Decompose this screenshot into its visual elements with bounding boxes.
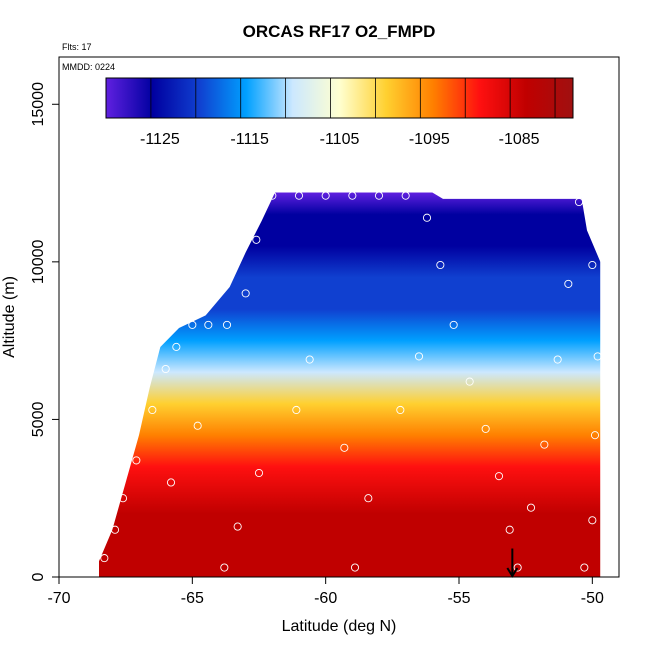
sample-point	[348, 191, 357, 200]
colorbar-tick-label: -1085	[499, 131, 540, 148]
colorbar-tick-labels: -1125 -1115 -1105 -1095 -1085	[140, 131, 540, 148]
sample-point	[148, 405, 157, 415]
date-annotation: MMDD: 0224	[62, 62, 115, 72]
y-axis-label: Altitude (m)	[1, 276, 18, 358]
sample-point	[401, 191, 410, 200]
colorbar-tick-label: -1095	[409, 131, 450, 148]
sample-point	[252, 235, 261, 244]
sample-point	[374, 191, 384, 200]
sample-point	[540, 440, 549, 449]
sample-point	[494, 472, 504, 481]
sample-point	[350, 563, 360, 572]
sample-point	[233, 522, 242, 531]
sample-point	[465, 377, 474, 386]
x-tick-label: -55	[447, 590, 470, 607]
sample-point	[292, 405, 301, 415]
sample-point	[241, 289, 250, 298]
sample-point	[505, 525, 514, 534]
x-tick-label: -50	[581, 590, 604, 607]
flights-annotation: Flts: 17	[62, 42, 92, 52]
sample-point	[166, 478, 176, 487]
colorbar-tick-label: -1115	[230, 131, 269, 148]
sample-point	[513, 563, 522, 572]
sample-point	[526, 503, 536, 512]
sample-point	[172, 342, 181, 351]
sample-point	[118, 494, 128, 503]
x-tick-label: -65	[181, 590, 204, 607]
y-tick-label: 5000	[30, 402, 47, 438]
y-tick-label: 10000	[30, 240, 47, 285]
sample-point	[220, 563, 229, 572]
sample-point	[188, 320, 197, 329]
plot-frame	[58, 56, 620, 578]
sample-point	[588, 260, 597, 270]
sample-point	[193, 421, 202, 430]
colorbar-tick-label: -1105	[320, 131, 360, 148]
sample-point	[222, 320, 232, 329]
x-axis-label: Latitude (deg N)	[282, 618, 397, 635]
x-tick-label: -60	[314, 590, 337, 607]
sample-point	[593, 352, 602, 361]
sample-point	[305, 355, 314, 364]
sample-point	[590, 431, 600, 440]
arrow-head	[506, 567, 519, 578]
colorbar-level-lines	[105, 78, 574, 118]
chart-title: ORCAS RF17 O2_FMPD	[243, 22, 436, 41]
sample-point	[321, 191, 330, 200]
sample-point	[268, 191, 277, 200]
data-field	[99, 192, 601, 577]
sample-point	[481, 424, 490, 433]
sample-point	[564, 279, 573, 288]
sample-point	[340, 443, 349, 452]
sample-point	[254, 468, 264, 478]
sample-point	[132, 456, 141, 465]
sample-point	[204, 320, 213, 329]
sample-point	[574, 197, 584, 207]
sample-point	[580, 563, 589, 572]
x-axis: -70 -65 -60 -55 -50	[47, 577, 604, 607]
colorbar-ramp	[105, 77, 574, 119]
sample-point	[100, 554, 109, 563]
y-axis: 0 5000 10000 15000	[30, 82, 59, 581]
sample-points	[100, 191, 602, 572]
sample-point	[553, 355, 562, 364]
sample-point	[588, 516, 597, 525]
colorbar: -1125 -1115 -1105 -1095 -1085	[105, 77, 574, 148]
sample-point	[436, 260, 445, 270]
sample-point	[449, 320, 458, 329]
sample-point	[294, 191, 304, 200]
x-tick-label: -70	[47, 590, 70, 607]
sample-point	[161, 364, 170, 374]
sample-point	[364, 494, 373, 503]
sample-point	[396, 405, 405, 415]
colorbar-tick-label: -1125	[140, 131, 180, 148]
y-tick-label: 0	[30, 572, 47, 581]
location-arrow	[506, 548, 519, 578]
y-tick-label: 15000	[30, 82, 47, 127]
sample-point	[414, 352, 424, 361]
sample-point	[110, 525, 120, 534]
sample-point	[422, 213, 432, 222]
